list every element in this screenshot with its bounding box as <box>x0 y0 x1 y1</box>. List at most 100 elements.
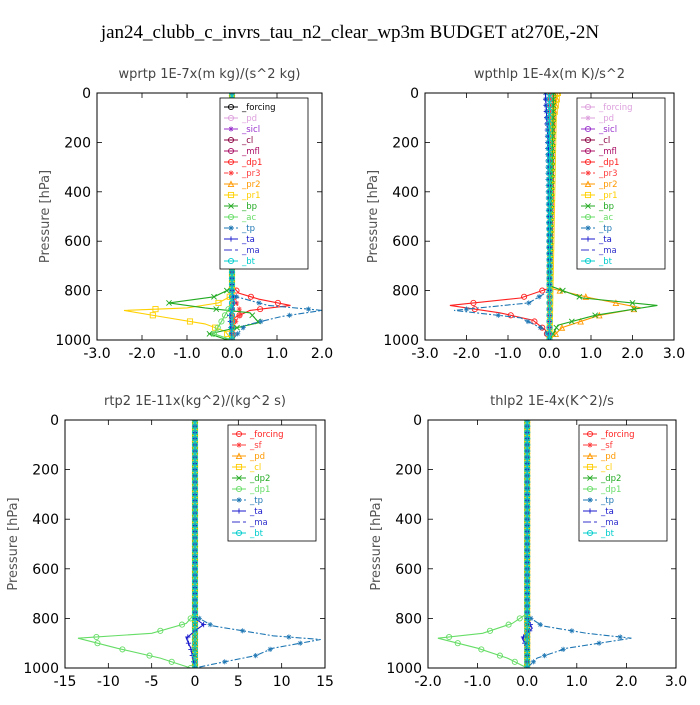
series-marker-bt <box>228 299 236 307</box>
series-marker-bt <box>191 621 199 628</box>
series-marker-tp <box>258 318 264 325</box>
series-marker-bt <box>191 454 199 461</box>
series-marker-bt <box>546 299 553 307</box>
series-marker-bt <box>191 503 199 510</box>
series-marker-tp <box>537 622 543 628</box>
y-axis-label: Pressure [hPa] <box>6 497 21 590</box>
series-marker-bt <box>191 640 199 647</box>
series-marker-bt <box>524 652 531 659</box>
legend-marker <box>584 147 592 155</box>
legend-marker <box>585 203 591 209</box>
legend-marker <box>584 191 592 199</box>
series-marker-bt <box>546 287 553 294</box>
series-marker-ta <box>543 102 549 108</box>
series-marker-bt <box>228 287 236 294</box>
series-marker-bt <box>546 108 553 115</box>
series-marker-pr3 <box>233 318 239 325</box>
x-tick-label: -2.0 <box>128 346 155 362</box>
series-marker-bt <box>524 553 531 560</box>
series-marker-dp1 <box>187 664 194 668</box>
series-marker-bt <box>228 269 236 276</box>
series-marker-bt <box>524 602 531 610</box>
y-tick-label: 800 <box>392 284 419 300</box>
series-marker-bt <box>546 225 553 232</box>
series-marker-dp1 <box>521 293 528 300</box>
series-line-tp <box>231 93 322 340</box>
y-axis-label: Pressure [hPa] <box>38 170 53 263</box>
series-marker-bp <box>206 330 213 337</box>
series-marker-bt <box>546 207 553 214</box>
series-marker-tp <box>495 312 501 318</box>
legend-label: _tp <box>600 496 614 506</box>
series-marker-bp <box>223 287 230 294</box>
legend-label: _forcing <box>249 430 284 440</box>
legend-label: _ma <box>598 246 617 256</box>
legend-label: _pd <box>249 452 265 462</box>
series-marker-bt <box>191 664 199 668</box>
legend-label: _tp <box>241 224 255 234</box>
series-marker-tp <box>297 640 303 646</box>
chart-panel-3: thlp2 1E-4x(K^2)/s Pressure [hPa] 0 200 400 6… <box>369 394 687 690</box>
series-marker-dp1 <box>516 615 523 622</box>
y-axis-label: Pressure [hPa] <box>369 497 384 590</box>
series-marker-bt <box>546 293 553 300</box>
legend-label: _sf <box>600 441 614 451</box>
legend-label: _pr2 <box>241 180 261 190</box>
y-tick-label: 1000 <box>383 333 419 349</box>
series-marker-bt <box>191 609 199 616</box>
legend-label: _bt <box>241 257 256 267</box>
series-marker-bt <box>546 102 553 109</box>
series-marker-bt <box>546 182 553 189</box>
series-marker-bt <box>524 640 531 647</box>
series-marker-pr1 <box>550 133 557 140</box>
series-marker-bt <box>191 547 199 554</box>
series-marker-bp <box>213 306 220 313</box>
series-marker-dp1 <box>486 627 494 634</box>
y-tick-label: 1000 <box>23 661 59 677</box>
legend-marker <box>585 115 591 121</box>
series-marker-bp <box>211 293 217 300</box>
series-marker-tp <box>256 300 262 306</box>
series-marker-bt <box>546 157 553 164</box>
x-tick-label: 1.0 <box>580 346 602 362</box>
series-marker-bt <box>524 497 531 504</box>
y-tick-label: 0 <box>413 413 422 429</box>
legend-marker <box>584 180 592 188</box>
series-marker-bt <box>191 516 199 523</box>
legend-label: _cl <box>600 463 612 473</box>
series-marker-bp <box>553 324 560 331</box>
y-tick-label: 1000 <box>55 333 91 349</box>
series-marker-bt <box>191 460 199 467</box>
x-tick-label: -1.0 <box>464 674 491 690</box>
series-marker-tp <box>530 659 536 665</box>
series-marker-bt <box>228 330 236 337</box>
legend-marker <box>227 191 235 199</box>
series-marker-bt <box>546 269 553 276</box>
legend-label: _ta <box>598 235 612 245</box>
series-marker-bt <box>524 420 531 424</box>
legend-marker <box>587 442 593 448</box>
legend-label: _dp1 <box>600 485 621 495</box>
series-marker-bt <box>191 646 199 653</box>
series-marker-bt <box>546 324 553 331</box>
series-marker-bt <box>524 466 531 473</box>
series-marker-bt <box>546 312 553 319</box>
series-marker-ac <box>218 318 225 325</box>
legend-label: _bt <box>598 257 613 267</box>
series-line-dp1 <box>77 420 196 668</box>
legend-marker <box>584 136 592 144</box>
series-marker-bt <box>546 244 553 251</box>
legend-marker <box>587 497 593 503</box>
series-marker-bp <box>568 318 575 325</box>
legend-label: _dp2 <box>249 474 270 484</box>
x-tick-label: 2.0 <box>311 346 333 362</box>
legend-label: _pr2 <box>598 180 618 190</box>
series-marker-bt <box>524 664 531 668</box>
y-tick-label: 400 <box>395 512 422 528</box>
plot-area <box>77 420 321 668</box>
y-tick-label: 600 <box>32 562 59 578</box>
legend-label: _ta <box>241 235 255 245</box>
series-marker-bt <box>546 281 553 288</box>
